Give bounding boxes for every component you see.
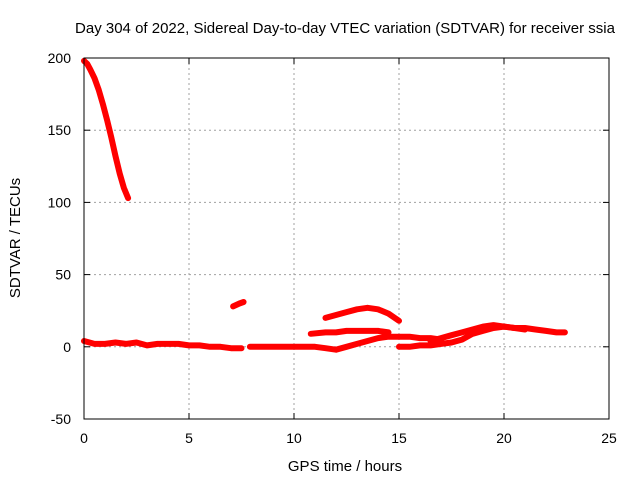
x-tick-labels: 0 5 10 15 20 25 [80,430,617,446]
x-tick-label: 5 [185,430,193,446]
y-tick-label: 100 [48,194,72,210]
series-line-prn-b [81,338,245,352]
y-tick-label: 150 [48,122,72,138]
series-line-prn-h [427,322,528,344]
x-axis-label: GPS time / hours [288,458,402,475]
series-line-prn-c [230,299,247,310]
plot-frame [83,57,610,420]
chart-title: Day 304 of 2022, Sidereal Day-to-day VTE… [75,20,616,37]
y-tick-label: 50 [55,267,71,283]
series-line-prn-e [307,327,392,337]
data-series [81,57,568,353]
x-tick-label: 0 [80,430,88,446]
series-line-prn-d [246,333,444,353]
grid-lines [84,58,609,419]
series-line-prn-a [81,57,132,202]
x-tick-label: 10 [286,430,302,446]
series-line-prn-f [322,304,402,324]
x-tick-label: 25 [601,430,617,446]
y-axis-label: SDTVAR / TECUs [7,178,24,298]
y-tick-label: 0 [63,339,71,355]
axis-ticks [83,57,610,420]
series-line-prn-g [396,323,568,350]
y-tick-labels: -50 0 50 100 150 200 [48,50,72,427]
x-tick-label: 20 [496,430,512,446]
x-tick-label: 15 [391,430,407,446]
y-tick-label: -50 [51,411,71,427]
y-tick-label: 200 [48,50,72,66]
